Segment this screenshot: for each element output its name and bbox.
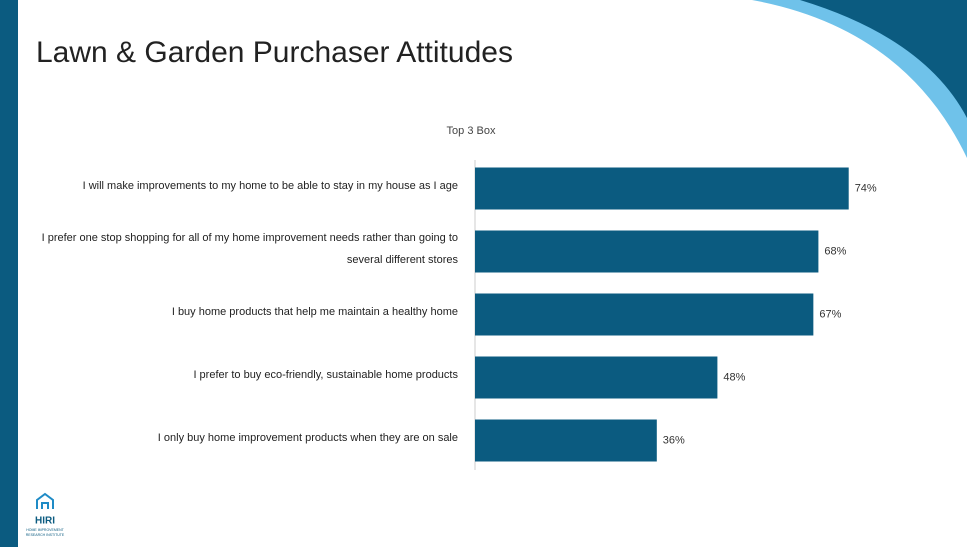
category-label: I prefer to buy eco-friendly, sustainabl…: [193, 368, 458, 381]
logo-tagline: RESEARCH INSTITUTE: [26, 533, 65, 537]
bar: [475, 230, 819, 273]
corner-arc-dark: [800, 0, 967, 118]
logo: HIRI HOME IMPROVEMENT RESEARCH INSTITUTE: [26, 492, 65, 537]
logo-tagline: HOME IMPROVEMENT: [26, 528, 64, 532]
logo-name: HIRI: [35, 516, 55, 527]
category-label: I buy home products that help me maintai…: [171, 305, 458, 318]
side-strip: [0, 0, 18, 547]
chart-subtitle: Top 3 Box: [447, 125, 496, 137]
value-label: 68%: [824, 245, 846, 257]
value-label: 48%: [723, 371, 745, 383]
logo-icon: [36, 492, 54, 509]
category-label: I will make improvements to my home to b…: [82, 179, 458, 192]
value-label: 36%: [663, 434, 685, 446]
value-label: 74%: [855, 182, 877, 194]
bar: [475, 293, 814, 336]
bar: [475, 167, 849, 210]
category-label: I prefer one stop shopping for all of my…: [41, 231, 458, 266]
category-label: I only buy home improvement products whe…: [157, 431, 458, 444]
slide-title: Lawn & Garden Purchaser Attitudes: [36, 36, 513, 69]
value-label: 67%: [819, 308, 841, 320]
bar: [475, 356, 718, 399]
bar: [475, 419, 657, 462]
